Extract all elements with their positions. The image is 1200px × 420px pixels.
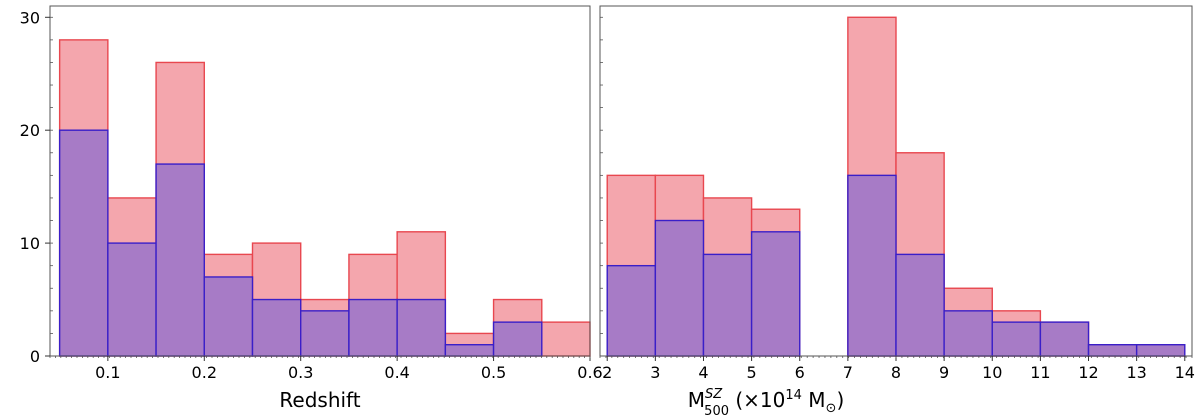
- bar-s1-3: [203, 276, 254, 357]
- x-tick-label: 8: [891, 363, 901, 382]
- bar-s1-7: [943, 310, 993, 357]
- x-axis-label: Redshift: [279, 388, 360, 412]
- x-tick-label: 0.6: [577, 363, 602, 382]
- x-tick-label: 3: [650, 363, 660, 382]
- x-tick-label: 0.4: [384, 363, 409, 382]
- bar-s1-7: [396, 298, 447, 357]
- redshift-histogram: 0.1 0.2 0.3 0.4 0.5 0.6 0 10 20 30 Redshift: [20, 5, 603, 412]
- bar-s1-2: [155, 163, 205, 357]
- bar-s1-5: [847, 174, 897, 357]
- x-axis-label: MSZ 500 (×1014 M⊙): [688, 387, 845, 419]
- x-tick-label: 12: [1078, 363, 1098, 382]
- bar-s1-0: [58, 129, 109, 357]
- bar-s1-6: [348, 298, 398, 357]
- x-tick-label: 0.3: [288, 363, 313, 382]
- bar-s1-1: [654, 219, 705, 357]
- bar-s1-0: [606, 264, 657, 357]
- x-tick-label: 7: [843, 363, 853, 382]
- bar-s1-4: [251, 298, 302, 357]
- bar-s0-10: [541, 321, 591, 357]
- bar-s1-1: [107, 242, 157, 357]
- bar-s1-6: [895, 253, 945, 357]
- bar-s1-3: [750, 231, 801, 357]
- x-tick-label: 0.1: [95, 363, 120, 382]
- y-tick-label: 0: [30, 347, 40, 366]
- x-tick-label: 11: [1030, 363, 1050, 382]
- x-tick-label: 13: [1126, 363, 1146, 382]
- y-tick-label: 10: [20, 234, 40, 253]
- x-tick-label: 14: [1175, 363, 1195, 382]
- bar-s1-8: [991, 321, 1042, 357]
- x-tick-label: 5: [747, 363, 757, 382]
- bar-s1-8: [444, 344, 495, 357]
- x-tick-label: 2: [602, 363, 612, 382]
- bar-s1-9: [492, 321, 543, 357]
- bar-s1-9: [1039, 321, 1090, 357]
- bar-s1-11: [1135, 344, 1186, 357]
- x-tick-label: 4: [698, 363, 708, 382]
- bar-s1-5: [300, 310, 350, 357]
- x-tick-label: 9: [939, 363, 949, 382]
- x-tick-label: 0.5: [481, 363, 506, 382]
- y-tick-label: 20: [20, 121, 40, 140]
- bar-s1-10: [1087, 344, 1138, 357]
- x-tick-label: 10: [982, 363, 1002, 382]
- x-tick-label: 6: [795, 363, 805, 382]
- y-tick-label: 30: [20, 8, 40, 27]
- x-tick-label: 0.2: [192, 363, 217, 382]
- bar-s1-2: [702, 253, 753, 357]
- mass-histogram: 2 3 4 5 6 7 8 9 10 11 12 13 14 MSZ 500 (×1014 M⊙): [599, 5, 1195, 419]
